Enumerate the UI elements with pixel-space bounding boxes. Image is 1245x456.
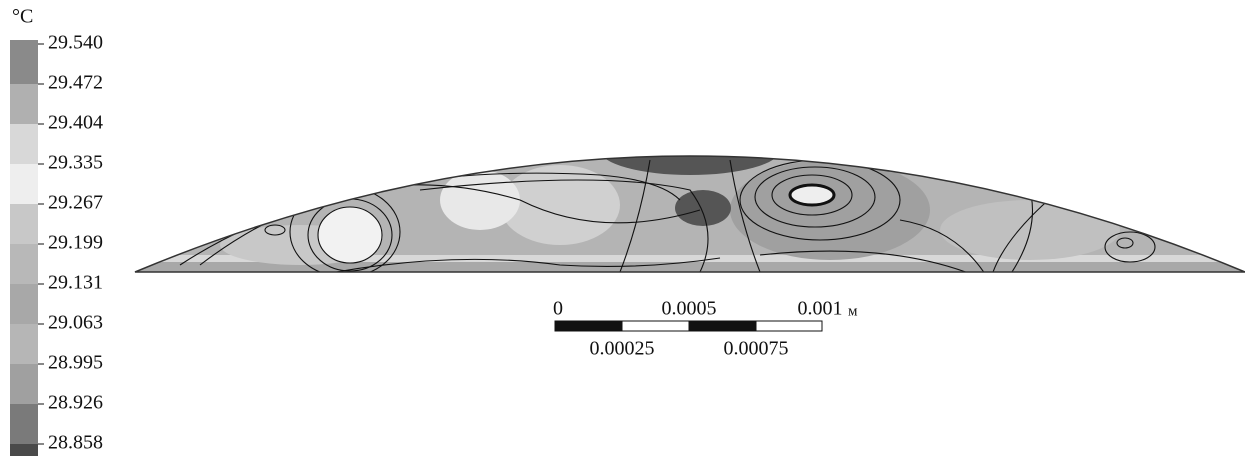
color-legend: 29.540 29.472 29.404 29.335 29.267 29.199 29.1… [10, 32, 103, 456]
legend-band [10, 404, 38, 444]
scale-unit: м [848, 303, 858, 319]
legend-band [10, 444, 38, 456]
legend-band [10, 124, 38, 164]
legend-label: 28.858 [48, 432, 103, 454]
figure: °C 29.54029.47229.40429.33529.26729.1992… [0, 0, 1245, 456]
legend-band [10, 364, 38, 404]
legend-band [10, 40, 38, 84]
legend-unit: °C [12, 6, 33, 28]
scale-label: 0 [553, 298, 563, 320]
scale-label: 0.0005 [662, 298, 717, 320]
legend-band [10, 204, 38, 244]
legend-label: 29.540 [48, 32, 103, 54]
scale-bar: 0 0.0005 0.001 м 0.00025 0.00075 [553, 298, 858, 360]
legend-label: 29.472 [48, 72, 103, 94]
droplet-contour [135, 125, 1245, 282]
legend-band [10, 284, 38, 324]
legend-label: 28.995 [48, 352, 103, 374]
legend-band [10, 84, 38, 124]
legend-band [10, 164, 38, 204]
legend-label: 29.404 [48, 112, 103, 134]
scale-label: 0.00025 [590, 338, 655, 360]
legend-label: 29.267 [48, 192, 103, 214]
legend-label: 29.063 [48, 312, 103, 334]
legend-band [10, 324, 38, 364]
scale-label: 0.001 [798, 298, 843, 320]
legend-label: 29.335 [48, 152, 103, 174]
legend-band [10, 244, 38, 284]
page: °C 29.54029.47229.40429.33529.26729.1992… [0, 0, 1245, 456]
legend-label: 28.926 [48, 392, 103, 414]
scale-label: 0.00075 [724, 338, 789, 360]
legend-label: 29.199 [48, 232, 103, 254]
legend-label: 29.131 [48, 272, 103, 294]
